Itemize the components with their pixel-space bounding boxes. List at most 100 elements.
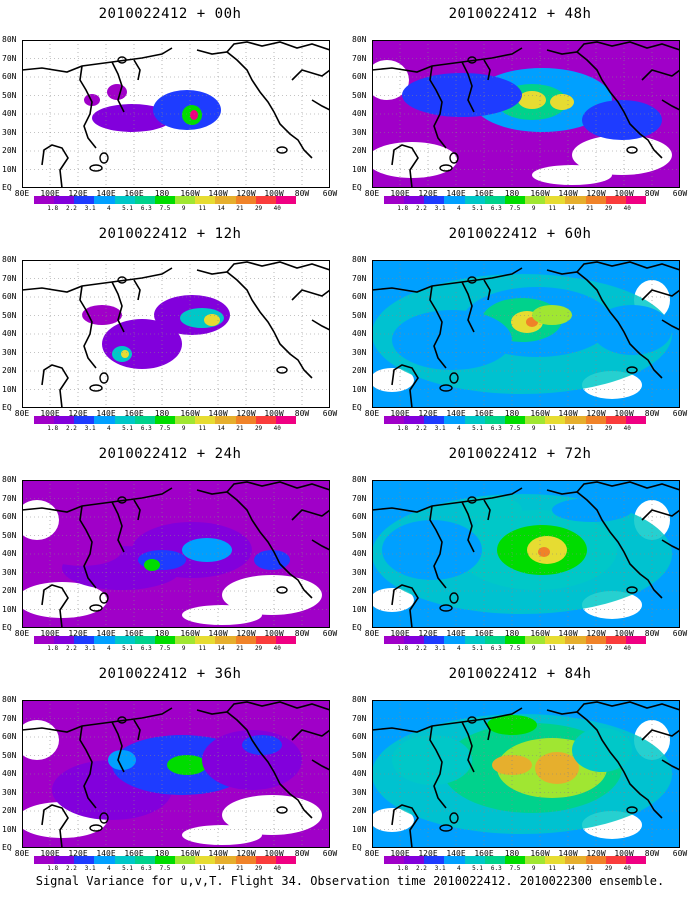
colorbar-swatch <box>525 636 546 644</box>
variance-blob <box>92 104 172 132</box>
map-frame <box>22 700 330 848</box>
colorbar-swatch <box>34 856 55 864</box>
lon-label: 80W <box>644 189 660 198</box>
colorbar-swatch <box>54 196 75 204</box>
coastline <box>461 281 475 333</box>
field-gap <box>182 605 262 625</box>
lat-label: 70N <box>352 53 367 63</box>
panel-title: 2010022412 + 84h <box>448 666 592 682</box>
colorbar-tick: 11 <box>198 645 207 652</box>
variance-blob <box>592 305 672 355</box>
island <box>626 366 638 374</box>
coastline <box>546 709 663 819</box>
colorbar-tick: 4 <box>107 205 111 212</box>
colorbar-tick: 40 <box>273 645 281 652</box>
colorbar-tick: 1.8 <box>47 865 59 872</box>
lat-label: 80N <box>2 475 17 484</box>
lon-label: 140E <box>446 849 466 858</box>
lat-label: 60N <box>2 732 17 741</box>
map-frame <box>22 260 330 408</box>
colorbar-swatch <box>54 416 75 424</box>
lon-label: 160E <box>474 189 494 198</box>
coastline <box>22 47 173 73</box>
island <box>449 372 459 384</box>
lat-label: 40N <box>2 769 17 778</box>
lat-label: 30N <box>2 787 17 797</box>
colorbar-tick: 4 <box>107 865 111 872</box>
lon-label: 120E <box>418 849 438 858</box>
lon-label: 80E <box>14 189 30 198</box>
colorbar-swatch <box>444 196 465 204</box>
colorbar-swatch <box>195 856 216 864</box>
lon-label: 60W <box>672 629 688 638</box>
colorbar-ticks: 1.8 2.2 3.1 4 5.1 6.3 7.5 9 11 14 21 29 40 <box>384 646 646 654</box>
colorbar <box>384 856 647 864</box>
lat-label: 60N <box>352 72 367 81</box>
lon-label: 160E <box>124 189 144 198</box>
lon-label: 180 <box>504 189 520 198</box>
lat-label: 10N <box>2 604 17 614</box>
coastline <box>391 584 419 628</box>
lat-label: 10N <box>352 164 367 174</box>
colorbar-swatch <box>384 636 405 644</box>
island <box>99 592 109 604</box>
lat-label: 80N <box>2 255 17 264</box>
lon-label: 120W <box>586 629 606 638</box>
colorbar-ticks: 1.8 2.2 3.1 4 5.1 6.3 7.5 9 11 14 21 29 40 <box>34 426 296 434</box>
lat-label: 70N <box>2 493 17 503</box>
lon-label: 100W <box>614 189 634 198</box>
colorbar-swatch <box>444 636 465 644</box>
lon-label: 100E <box>390 189 410 198</box>
colorbar-tick: 9 <box>531 865 536 872</box>
colorbar-swatch <box>134 636 155 644</box>
island <box>626 146 638 154</box>
variance-blob <box>552 498 632 522</box>
coastline <box>196 269 313 379</box>
colorbar-tick: 7.5 <box>509 645 521 652</box>
lat-label: 10N <box>2 384 17 394</box>
colorbar-swatch <box>565 196 586 204</box>
island <box>439 824 453 832</box>
coastline <box>641 69 680 81</box>
island <box>99 812 109 824</box>
coastline <box>22 487 173 513</box>
colorbar-ticks: 1.8 2.2 3.1 4 5.1 6.3 7.5 9 11 14 21 29 40 <box>34 646 296 654</box>
lon-label: 160W <box>530 189 550 198</box>
colorbar-tick: 4 <box>457 205 461 212</box>
colorbar-tick: 9 <box>181 205 186 212</box>
lon-label: 100W <box>614 409 634 418</box>
map-panel: 2010022412 + 60h 80N 70N 60N 50N 40N 30N 20N 10N… <box>350 220 690 432</box>
colorbar-swatch <box>424 856 445 864</box>
coastline <box>291 509 330 521</box>
map-frame <box>372 700 680 848</box>
colorbar-tick: 21 <box>586 645 594 652</box>
colorbar-swatch <box>134 416 155 424</box>
colorbar-tick: 21 <box>236 865 244 872</box>
lat-label: 70N <box>352 713 367 723</box>
coastline <box>461 501 475 553</box>
colorbar-swatch <box>74 856 95 864</box>
colorbar-swatch <box>384 856 405 864</box>
figure-caption: Signal Variance for u,v,T. Flight 34. Ob… <box>35 874 665 888</box>
colorbar-tick: 3.1 <box>84 645 96 652</box>
colorbar-swatch <box>74 196 95 204</box>
lat-label: 50N <box>2 750 17 760</box>
lon-label: 120E <box>418 189 438 198</box>
lat-label: 70N <box>2 53 17 63</box>
map-panel: 2010022412 + 48h 80N 70N 60N 50N 40N 30N 20N 10N… <box>350 0 690 212</box>
field-gap <box>222 575 322 615</box>
coastline <box>429 65 447 149</box>
variance-blob <box>402 73 522 117</box>
lon-label: 120E <box>68 629 88 638</box>
variance-blob <box>392 310 512 370</box>
map-area: 80N 70N 60N 50N 40N 30N 20N 10N EQ 80E 100E 120E 140… <box>352 256 687 418</box>
lat-label: 70N <box>352 493 367 503</box>
map-frame <box>372 480 680 628</box>
colorbar-swatch <box>175 196 196 204</box>
coastline <box>41 144 69 188</box>
lat-label: 70N <box>2 273 17 283</box>
lat-label: 10N <box>2 164 17 174</box>
colorbar-tick: 21 <box>586 205 594 212</box>
map-panel: 2010022412 + 84h 80N 70N 60N 50N 40N 30N 20N 10N… <box>350 660 690 872</box>
colorbar-tick: 2.2 <box>66 645 77 652</box>
